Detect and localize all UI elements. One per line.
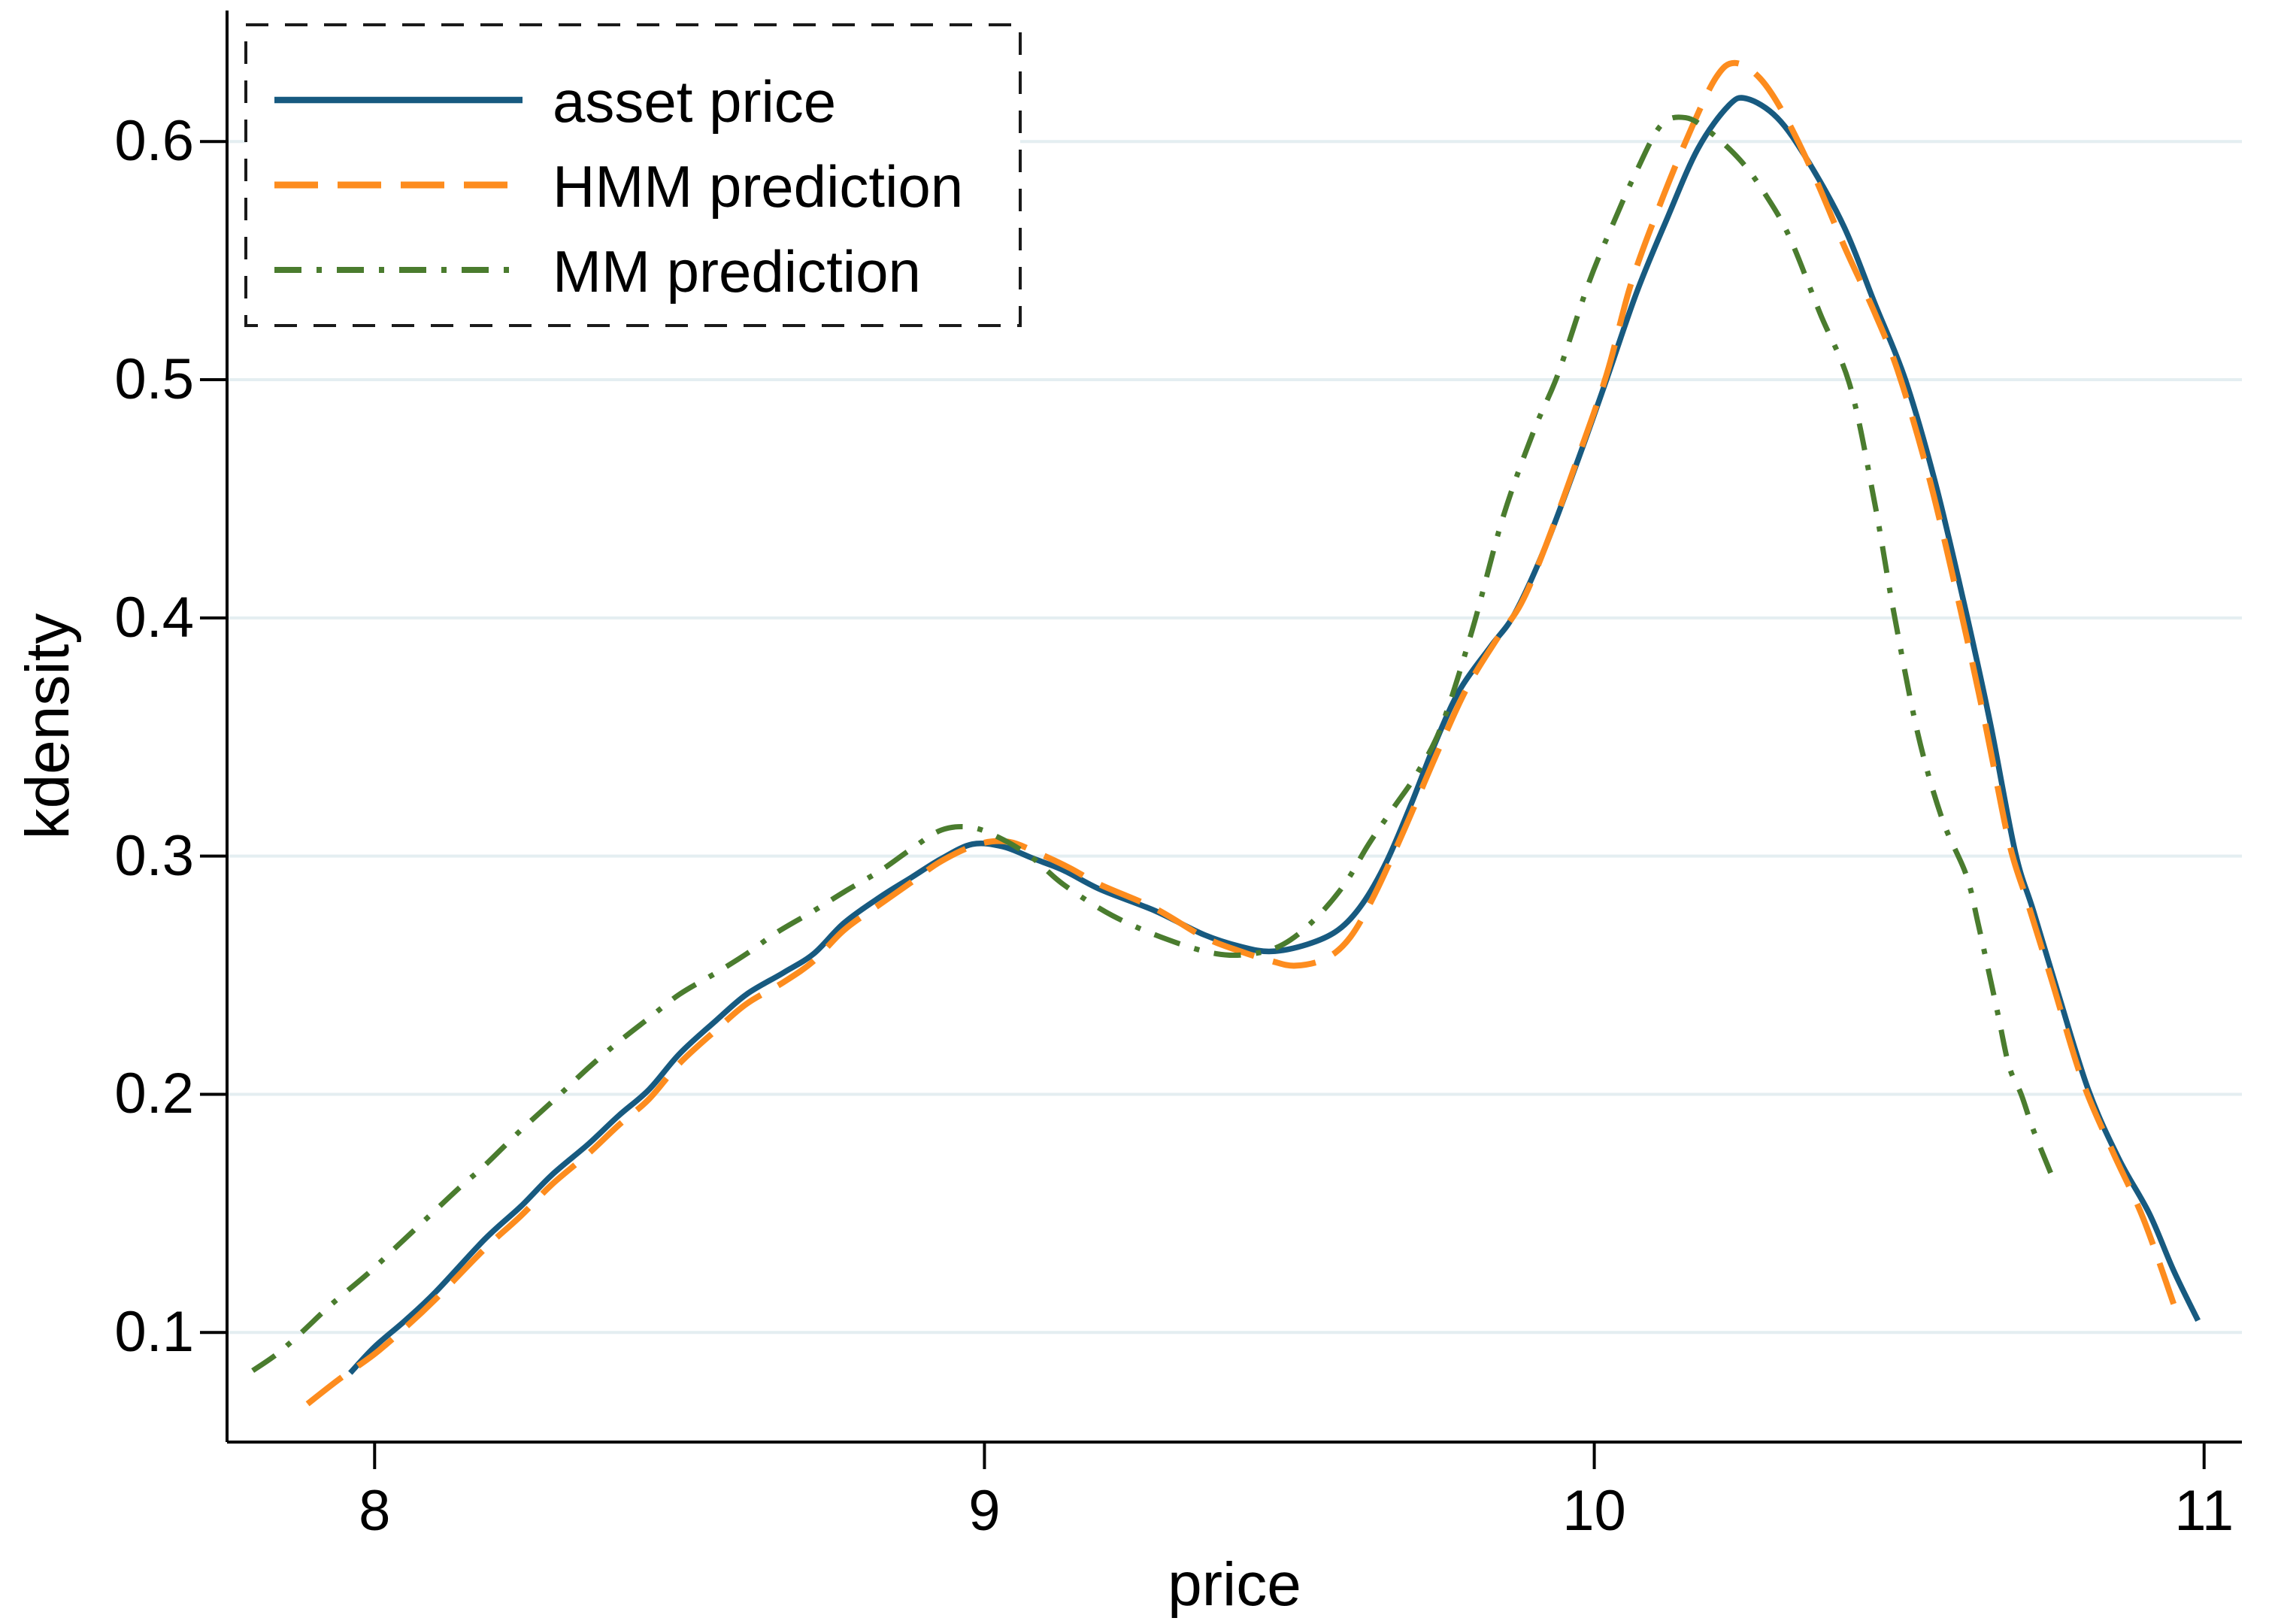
x-tick-label-8: 8 — [359, 1479, 391, 1543]
y-tick-label-0.4: 0.4 — [114, 585, 194, 650]
legend-label-mm-prediction: MM prediction — [553, 238, 921, 304]
y-tick-label-0.6: 0.6 — [114, 109, 194, 174]
y-tick-label-0.3: 0.3 — [114, 823, 194, 888]
legend-label-asset-price: asset price — [553, 68, 837, 135]
y-tick-label-0.2: 0.2 — [114, 1062, 194, 1126]
x-tick-label-9: 9 — [968, 1479, 1001, 1543]
series-line-MM-prediction — [251, 114, 2055, 1373]
series-line-HMM-prediction — [305, 59, 2177, 1407]
legend-label-hmm-prediction: HMM prediction — [553, 153, 964, 220]
y-tick-label-0.1: 0.1 — [114, 1300, 194, 1365]
x-axis-title: price — [1168, 1550, 1301, 1619]
y-axis-title: kdensity — [14, 613, 82, 840]
x-tick-label-10: 10 — [1562, 1479, 1626, 1543]
x-tick-label-11: 11 — [2174, 1479, 2234, 1543]
y-tick-label-0.5: 0.5 — [114, 347, 194, 412]
legend-box — [244, 23, 1022, 327]
